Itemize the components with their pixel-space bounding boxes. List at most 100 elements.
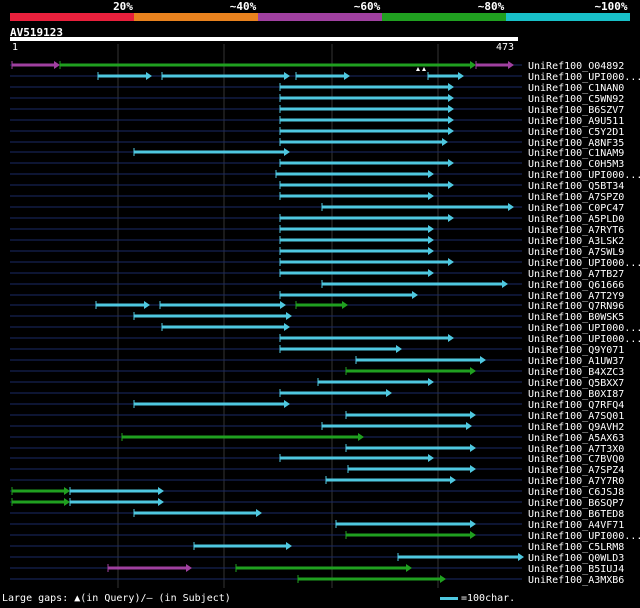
hsp-bar[interactable] <box>346 533 471 537</box>
hit-row[interactable]: UniRef100_A7TB27 <box>10 269 624 280</box>
hit-row[interactable]: UniRef100_A5PLD0 <box>10 214 624 225</box>
hit-label[interactable]: UniRef100_A7SPZ4 <box>528 465 624 476</box>
hit-label[interactable]: UniRef100_C5WN92 <box>528 94 624 105</box>
hit-label[interactable]: UniRef100_A7SQ01 <box>528 411 624 422</box>
hsp-bar[interactable] <box>162 325 285 329</box>
hit-label[interactable]: UniRef100_A7T3X0 <box>528 444 624 455</box>
hit-label[interactable]: UniRef100_UPI000... <box>528 72 640 83</box>
hit-row[interactable]: UniRef100_Q7RFQ4 <box>10 400 624 411</box>
hit-label[interactable]: UniRef100_A7SPZ0 <box>528 192 624 203</box>
hsp-bar[interactable] <box>280 183 449 187</box>
hit-row[interactable]: UniRef100_A8NF35 <box>10 138 624 149</box>
hit-row[interactable]: UniRef100_B6SZV7 <box>10 105 624 116</box>
hit-label[interactable]: UniRef100_B6SQP7 <box>528 498 624 509</box>
hit-row[interactable]: UniRef100_UPI000... <box>10 334 640 345</box>
hit-row[interactable]: UniRef100_C6JSJ8 <box>10 487 624 498</box>
hit-row[interactable]: UniRef100_C5LRM8 <box>10 542 624 553</box>
hsp-bar[interactable] <box>60 63 471 67</box>
hsp-bar[interactable] <box>336 522 471 526</box>
hit-label[interactable]: UniRef100_UPI000... <box>528 323 640 334</box>
hsp-bar[interactable] <box>236 566 407 570</box>
hsp-bar[interactable] <box>134 150 285 154</box>
hsp-bar[interactable] <box>280 391 387 395</box>
hsp-bar[interactable] <box>298 577 441 581</box>
hsp-bar[interactable] <box>108 566 187 570</box>
hit-row[interactable]: UniRef100_Q0WLD3 <box>10 553 624 564</box>
hsp-bar[interactable] <box>280 347 397 351</box>
hsp-bar[interactable] <box>346 369 471 373</box>
hsp-bar[interactable] <box>280 194 429 198</box>
hit-label[interactable]: UniRef100_C6JSJ8 <box>528 487 624 498</box>
hit-label[interactable]: UniRef100_A7SWL9 <box>528 247 624 258</box>
hsp-bar[interactable] <box>12 500 65 504</box>
hit-label[interactable]: UniRef100_B0XI87 <box>528 389 624 400</box>
hsp-bar[interactable] <box>280 238 429 242</box>
hsp-bar[interactable] <box>122 435 359 439</box>
hit-row[interactable]: UniRef100_A7T3X0 <box>10 444 624 455</box>
hit-label[interactable]: UniRef100_Q5BT34 <box>528 181 624 192</box>
hit-label[interactable]: UniRef100_Q7RFQ4 <box>528 400 624 411</box>
hit-label[interactable]: UniRef100_A5AX63 <box>528 433 624 444</box>
hit-row[interactable]: UniRef100_C5WN92 <box>10 94 624 105</box>
hit-label[interactable]: UniRef100_UPI000... <box>528 334 640 345</box>
hit-label[interactable]: UniRef100_C0PC47 <box>528 203 624 214</box>
hit-row[interactable]: UniRef100_B5IUJ4 <box>10 564 624 575</box>
hit-row[interactable]: UniRef100_C1NAN0 <box>10 83 624 94</box>
hit-row[interactable]: UniRef100_UPI000... <box>10 531 640 542</box>
hit-label[interactable]: UniRef100_O04892 <box>528 61 624 72</box>
hit-row[interactable]: UniRef100_A7SQ01 <box>10 411 624 422</box>
hit-row[interactable]: UniRef100_B6TED8 <box>10 509 624 520</box>
hsp-bar[interactable] <box>476 63 509 67</box>
hit-label[interactable]: UniRef100_Q9Y071 <box>528 345 624 356</box>
hit-label[interactable]: UniRef100_A4VF71 <box>528 520 624 531</box>
hit-row[interactable]: UniRef100_C0PC47 <box>10 203 624 214</box>
hit-row[interactable]: UniRef100_A7T2Y9 <box>10 291 624 302</box>
hit-row[interactable]: UniRef100_O04892 <box>10 61 624 72</box>
hit-row[interactable]: UniRef100_A3MXB6 <box>10 575 624 586</box>
hsp-bar[interactable] <box>280 293 413 297</box>
hit-row[interactable]: UniRef100_B0WSK5 <box>10 312 624 323</box>
hit-row[interactable]: UniRef100_B0XI87 <box>10 389 624 400</box>
hsp-bar[interactable] <box>134 314 287 318</box>
hit-label[interactable]: UniRef100_Q7RN96 <box>528 301 624 312</box>
hit-label[interactable]: UniRef100_A7Y7R0 <box>528 476 624 487</box>
hit-row[interactable]: UniRef100_A5AX63 <box>10 433 624 444</box>
hsp-bar[interactable] <box>194 544 287 548</box>
hsp-bar[interactable] <box>280 456 429 460</box>
hit-row[interactable]: UniRef100_A3LSK2 <box>10 236 624 247</box>
hsp-bar[interactable] <box>318 380 429 384</box>
hsp-bar[interactable] <box>280 129 449 133</box>
hit-label[interactable]: UniRef100_A8NF35 <box>528 138 624 149</box>
hit-row[interactable]: UniRef100_Q5BT34 <box>10 181 624 192</box>
hsp-bar[interactable] <box>134 402 285 406</box>
hsp-bar[interactable] <box>98 74 147 78</box>
hit-row[interactable]: UniRef100_Q61666 <box>10 280 624 291</box>
hsp-bar[interactable] <box>280 85 449 89</box>
hit-label[interactable]: UniRef100_Q0WLD3 <box>528 553 624 564</box>
hsp-bar[interactable] <box>296 74 345 78</box>
hsp-bar[interactable] <box>134 511 257 515</box>
hsp-bar[interactable] <box>280 161 449 165</box>
hsp-bar[interactable] <box>280 216 449 220</box>
hsp-bar[interactable] <box>280 140 443 144</box>
hit-row[interactable]: UniRef100_C0H5M3 <box>10 159 624 170</box>
hit-label[interactable]: UniRef100_B6TED8 <box>528 509 624 520</box>
hit-label[interactable]: UniRef100_B0WSK5 <box>528 312 624 323</box>
hit-label[interactable]: UniRef100_C0H5M3 <box>528 159 624 170</box>
hit-row[interactable]: UniRef100_Q9Y071 <box>10 345 624 356</box>
hsp-bar[interactable] <box>12 489 65 493</box>
hsp-bar[interactable] <box>322 205 509 209</box>
hit-row[interactable]: UniRef100_UPI000... <box>10 170 640 181</box>
hit-label[interactable]: UniRef100_A7TB27 <box>528 269 624 280</box>
hit-row[interactable]: UniRef100_C1NAM9 <box>10 148 624 159</box>
hsp-bar[interactable] <box>322 424 467 428</box>
hsp-bar[interactable] <box>162 74 285 78</box>
hsp-bar[interactable] <box>280 227 429 231</box>
hit-row[interactable]: UniRef100_A7Y7R0 <box>10 476 624 487</box>
hit-label[interactable]: UniRef100_B6SZV7 <box>528 105 624 116</box>
hsp-bar[interactable] <box>428 74 459 78</box>
hit-row[interactable]: UniRef100_A7SPZ4 <box>10 465 624 476</box>
hit-row[interactable]: UniRef100_UPI000... <box>10 258 640 269</box>
hit-row[interactable]: UniRef100_A7SWL9 <box>10 247 624 258</box>
hit-row[interactable]: UniRef100_C7BVQ0 <box>10 454 624 465</box>
